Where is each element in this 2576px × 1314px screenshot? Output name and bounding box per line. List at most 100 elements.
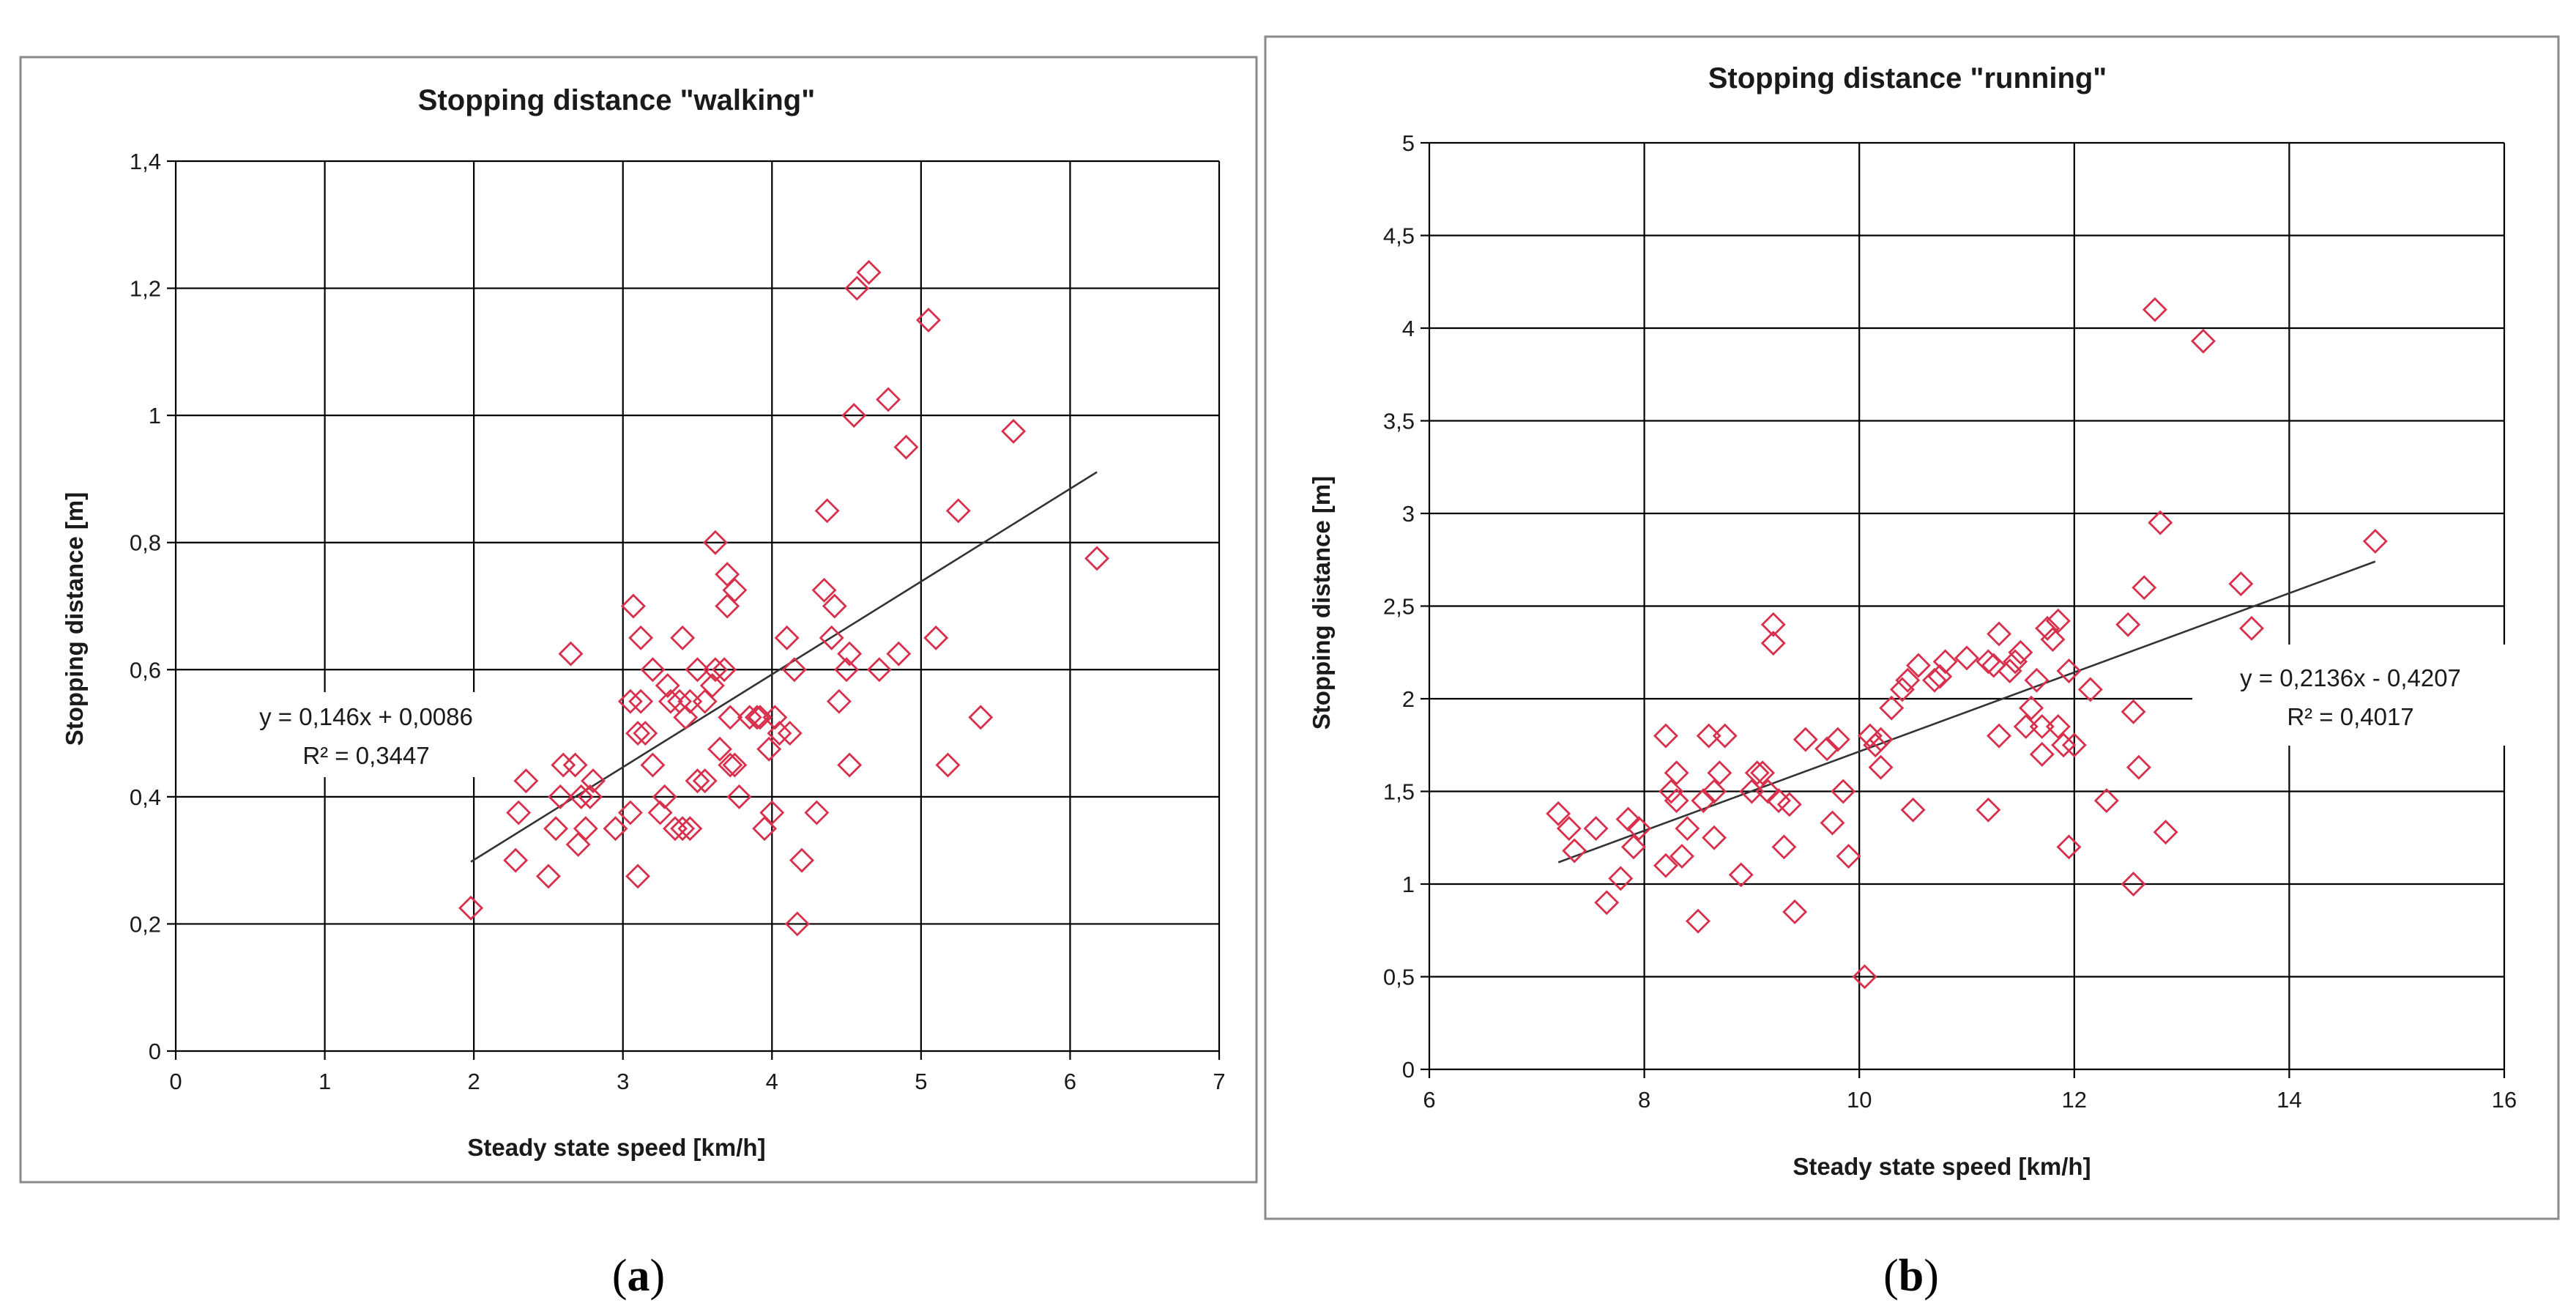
scatter-point — [1863, 732, 1888, 758]
scatter-point — [548, 784, 573, 809]
scatter-point — [699, 673, 725, 698]
scatter-point — [458, 895, 484, 921]
scatter-point — [2045, 608, 2071, 634]
scatter-point — [2056, 834, 2082, 860]
scatter-point — [777, 721, 803, 746]
scatter-point — [916, 307, 942, 333]
equation-box — [218, 692, 513, 777]
scatter-point — [558, 641, 584, 667]
x-axis-label: Steady state speed [km/h] — [467, 1134, 765, 1161]
scatter-point — [893, 434, 919, 460]
scatter-point — [2056, 658, 2082, 684]
scatter-point — [1987, 621, 2012, 647]
scatter-point — [2115, 612, 2141, 637]
scatter-point — [1921, 667, 1947, 693]
scatter-point — [718, 705, 743, 730]
scatter-point — [673, 705, 699, 730]
scatter-point — [1659, 779, 1684, 804]
trend-equation: y = 0,146x + 0,0086 — [259, 703, 473, 730]
scatter-point — [625, 721, 651, 746]
x-axis-label: Steady state speed [km/h] — [1793, 1153, 2091, 1180]
scatter-point — [2228, 571, 2254, 597]
scatter-point — [2121, 699, 2146, 724]
scatter-point — [658, 688, 683, 714]
scatter-point — [1852, 964, 1877, 990]
scatter-point — [568, 784, 594, 809]
scatter-point — [718, 752, 743, 778]
scatter-point — [826, 688, 852, 714]
scatter-point — [1728, 862, 1754, 888]
scatter-point — [2121, 872, 2146, 897]
scatter-point — [625, 864, 651, 889]
scatter-point — [2019, 695, 2044, 721]
chart-walking: Stopping distance "walking" 0 0,2 0,4 0,6 0,… — [19, 56, 1258, 1184]
scatter-point — [628, 625, 654, 650]
caption-a: (a) — [612, 1251, 665, 1301]
scatter-point — [2153, 820, 2178, 845]
scatter-point — [2190, 328, 2216, 354]
scatter-point — [1900, 797, 1926, 823]
scatter-point — [876, 387, 901, 412]
scatter-point — [1556, 816, 1582, 842]
scatter-point — [811, 577, 837, 603]
scatter-point — [886, 641, 912, 667]
chart-title: Stopping distance "walking" — [418, 84, 815, 116]
y-tick-label: 1 — [1402, 872, 1415, 897]
scatter-point — [1997, 658, 2022, 684]
y-tick-label: 0,4 — [130, 784, 161, 810]
scatter-point — [1868, 727, 1894, 752]
scatter-point — [1653, 853, 1678, 878]
scatter-point — [617, 800, 643, 825]
scatter-point — [1712, 723, 1738, 749]
scatter-point — [581, 768, 606, 794]
scatter-point — [655, 673, 680, 698]
x-tick-label: 5 — [915, 1069, 927, 1094]
chart-frame — [19, 56, 1258, 1184]
scatter-point — [756, 736, 782, 762]
scatter-point — [1776, 792, 1802, 817]
scatter-point — [1793, 727, 1818, 752]
scatter-point — [2029, 713, 2055, 739]
scatter-point — [670, 625, 696, 650]
scatter-point — [685, 768, 710, 794]
scatter-point — [2362, 528, 2388, 554]
scatter-point — [647, 800, 673, 825]
scatter-point — [707, 736, 733, 762]
scatter-point — [2008, 639, 2033, 665]
x-tick-label: 6 — [1064, 1069, 1076, 1094]
scatter-point — [1691, 788, 1716, 814]
scatter-point — [819, 625, 844, 650]
scatter-point — [1594, 890, 1620, 916]
scatter-point — [2093, 788, 2119, 814]
scatter-point — [837, 641, 863, 667]
scatter-point — [1879, 695, 1905, 721]
scatter-point — [1976, 797, 2001, 823]
caption-b-letter: b — [1899, 1251, 1924, 1301]
y-tick-label: 0,6 — [130, 657, 161, 683]
y-tick-label: 3 — [1402, 501, 1415, 527]
r-squared: R² = 0,4017 — [2287, 703, 2413, 730]
scatter-point — [814, 498, 840, 524]
scatter-point — [1895, 667, 1921, 693]
y-tick-label: 0,2 — [130, 911, 161, 937]
scatter-point — [1927, 664, 1953, 689]
scatter-point — [1987, 723, 2012, 749]
scatter-point — [737, 705, 762, 730]
scatter-point — [1905, 653, 1931, 678]
scatter-point — [617, 688, 643, 714]
y-tick-label: 1,2 — [130, 276, 161, 302]
x-tick-label: 2 — [468, 1069, 480, 1094]
y-tick-label: 0 — [1402, 1057, 1415, 1083]
scatter-point — [685, 657, 710, 683]
scatter-point — [1739, 779, 1765, 804]
scatter-point — [844, 275, 870, 301]
scatter-point — [1932, 649, 1958, 675]
trendline — [470, 471, 1098, 863]
y-tick-label: 2 — [1402, 686, 1415, 712]
caption-a-letter: a — [628, 1251, 650, 1301]
scatter-point — [2045, 713, 2071, 739]
x-tick-label: 12 — [2062, 1087, 2087, 1113]
x-tick-label: 1 — [319, 1069, 331, 1094]
scatter-point — [1976, 649, 2001, 675]
scatter-point — [620, 593, 646, 619]
